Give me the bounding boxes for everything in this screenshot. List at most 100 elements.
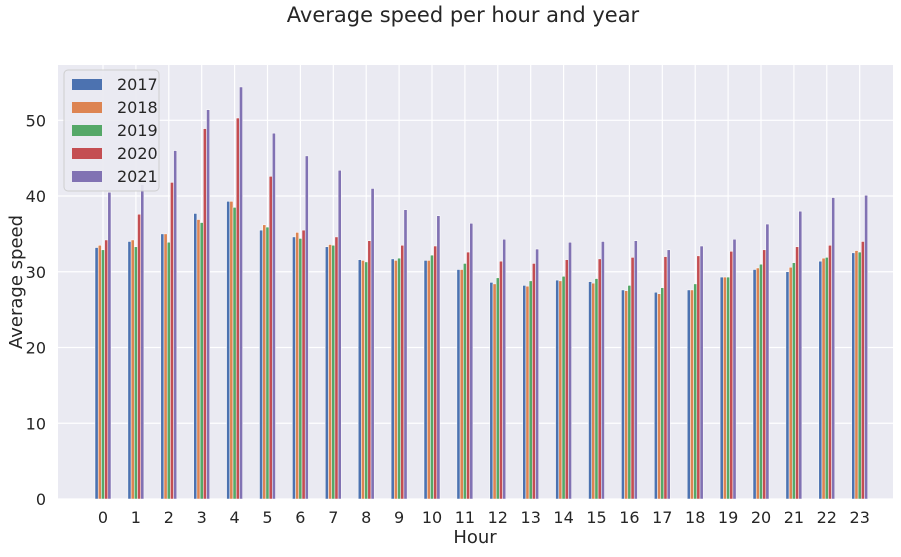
x-tick-label: 16 [619, 508, 639, 527]
x-tick-label: 15 [586, 508, 606, 527]
bar [394, 260, 398, 500]
x-tick-label: 5 [262, 508, 272, 527]
bar [558, 280, 563, 500]
bar [798, 210, 803, 500]
bar [864, 195, 868, 500]
bar [193, 213, 198, 500]
x-tick-label: 23 [850, 508, 870, 527]
bar [732, 238, 737, 500]
bar [528, 280, 533, 500]
chart-title: Average speed per hour and year [287, 3, 640, 27]
bars [94, 86, 868, 500]
legend-label: 2018 [117, 98, 158, 117]
bar [301, 229, 306, 500]
bar [657, 293, 661, 500]
bar [759, 263, 763, 500]
bar [591, 282, 596, 500]
legend-swatch [72, 102, 102, 113]
y-tick-labels: 0 10 20 30 40 50 [26, 111, 46, 509]
bar [107, 191, 112, 500]
bar [370, 188, 375, 500]
series-2021 [107, 86, 868, 500]
bar [624, 290, 629, 500]
bar [660, 287, 665, 500]
bar [752, 269, 757, 500]
bar [502, 238, 507, 500]
bar [459, 269, 464, 500]
bar [857, 251, 862, 500]
bar [101, 249, 105, 500]
bar [785, 271, 790, 500]
y-axis-label: Average speed [6, 215, 27, 349]
bar [331, 245, 336, 500]
legend-label: 2019 [117, 121, 158, 140]
bar [633, 240, 638, 500]
bar [594, 278, 599, 500]
legend-swatch [72, 125, 102, 136]
x-tick-label: 10 [422, 508, 442, 527]
x-tick-label: 20 [751, 508, 771, 527]
bar [137, 213, 141, 500]
x-tick-label: 22 [817, 508, 837, 527]
bar [229, 201, 234, 500]
bar [361, 260, 365, 500]
bar [522, 285, 527, 500]
bar [364, 261, 369, 500]
bar [239, 86, 243, 500]
bar [199, 222, 204, 500]
bar [466, 251, 470, 500]
bar [259, 229, 263, 500]
bar [426, 260, 431, 500]
bar [821, 257, 826, 500]
bar [621, 289, 625, 500]
x-tick-label: 0 [98, 508, 108, 527]
y-tick-label: 0 [36, 490, 46, 509]
x-tick-label: 21 [784, 508, 804, 527]
x-tick-label: 3 [197, 508, 207, 527]
bar [861, 241, 865, 500]
x-tick-label: 14 [553, 508, 573, 527]
y-tick-label: 30 [26, 263, 46, 282]
bar [630, 257, 635, 500]
bar [130, 239, 135, 500]
bar [818, 260, 823, 500]
bar [298, 238, 303, 500]
legend-box [63, 69, 160, 192]
x-tick-label: 17 [652, 508, 672, 527]
series-2017 [94, 201, 856, 500]
bar [357, 259, 362, 500]
bar [94, 247, 99, 500]
bar [196, 219, 201, 500]
bar [163, 233, 168, 500]
bar [140, 184, 145, 500]
bar [824, 257, 829, 500]
y-tick-label: 50 [26, 111, 46, 130]
bar [719, 276, 724, 500]
bar [173, 150, 178, 500]
x-tick-label: 18 [685, 508, 705, 527]
x-tick-label: 1 [131, 508, 141, 527]
bar [272, 132, 276, 500]
bar [430, 254, 434, 500]
series-2020 [104, 117, 865, 500]
bar [792, 262, 796, 500]
bar [203, 128, 207, 500]
bar [765, 223, 770, 500]
bar [104, 239, 109, 500]
bar [268, 176, 273, 500]
x-tick-label: 6 [295, 508, 305, 527]
bar [525, 285, 530, 500]
y-tick-label: 40 [26, 187, 46, 206]
bar [795, 246, 799, 500]
bar [723, 276, 727, 500]
bar [755, 267, 760, 500]
x-tick-label: 19 [718, 508, 738, 527]
bar [397, 257, 401, 500]
bar [206, 109, 210, 500]
bar [555, 279, 560, 500]
legend-swatch [72, 79, 102, 90]
x-tick-label: 4 [230, 508, 240, 527]
bar [693, 283, 698, 500]
bar [403, 209, 408, 500]
